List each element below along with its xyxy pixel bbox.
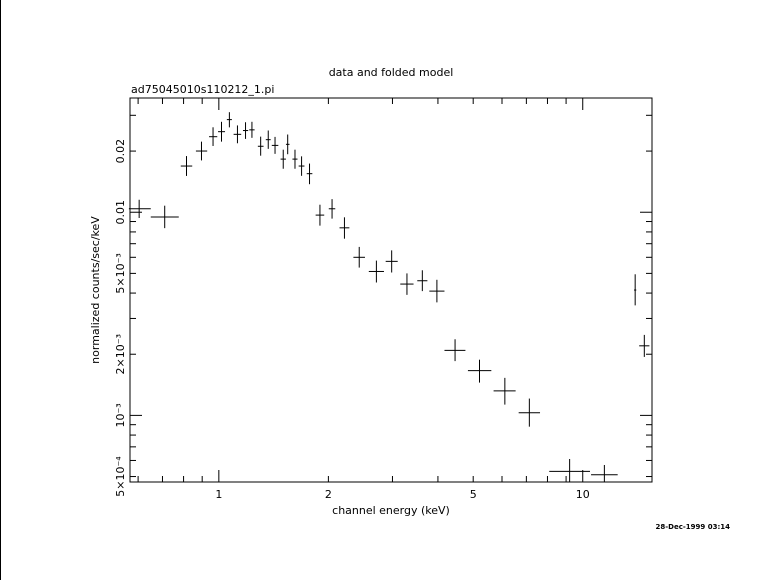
data-point	[306, 163, 313, 185]
data-point	[368, 260, 384, 283]
data-point	[209, 127, 218, 146]
axis-tick-labels: 1 2 5 10 5×10⁻⁴ 10⁻³ 2×10⁻³ 5×10⁻³ 0.01 0.02	[114, 139, 590, 501]
data-point	[195, 141, 208, 161]
axis-ticks	[130, 98, 652, 482]
y-tick-label: 10⁻³	[114, 403, 127, 427]
data-point	[218, 121, 226, 142]
data-point	[467, 359, 492, 383]
data-point	[271, 136, 279, 154]
data-point	[639, 334, 650, 357]
data-point	[233, 125, 242, 144]
data-point	[339, 217, 350, 239]
data-point	[634, 274, 637, 306]
data-point	[242, 122, 249, 139]
chart-title: data and folded model	[329, 66, 454, 79]
data-point	[591, 464, 618, 482]
data-point	[417, 270, 428, 292]
data-point	[429, 279, 445, 303]
data-point	[400, 273, 414, 295]
data-point	[549, 458, 590, 482]
timestamp: 28-Dec-1999 03:14	[656, 523, 731, 531]
data-point	[285, 134, 290, 155]
data-point	[385, 250, 398, 273]
data-point	[265, 130, 271, 149]
y-tick-label: 5×10⁻⁴	[114, 456, 127, 497]
x-tick-label: 5	[470, 488, 477, 501]
x-axis-label: channel energy (keV)	[332, 504, 450, 517]
data-points	[128, 112, 650, 482]
data-point	[315, 204, 325, 226]
y-axis-label: normalized counts/sec/keV	[89, 216, 102, 364]
y-tick-label: 0.01	[114, 200, 127, 225]
data-point	[226, 112, 232, 128]
data-point	[180, 156, 193, 176]
data-point	[493, 377, 516, 405]
x-tick-label: 10	[576, 488, 590, 501]
y-tick-label: 0.02	[114, 139, 127, 164]
data-point	[292, 149, 298, 169]
data-point	[298, 156, 305, 176]
x-tick-label: 1	[215, 488, 222, 501]
data-point	[257, 136, 264, 156]
data-point	[518, 398, 541, 427]
data-point	[444, 339, 466, 362]
data-point	[128, 199, 151, 218]
data-point	[280, 149, 286, 169]
data-point	[353, 246, 365, 268]
x-tick-label: 2	[325, 488, 332, 501]
y-tick-label: 2×10⁻³	[114, 334, 127, 374]
plot-frame	[129, 97, 653, 483]
data-point	[150, 205, 179, 229]
data-point	[249, 121, 255, 138]
page-edge	[0, 0, 1, 580]
data-point	[328, 199, 336, 219]
y-tick-label: 5×10⁻³	[114, 253, 127, 293]
chart-subtitle: ad75045010s110212_1.pi	[131, 83, 274, 96]
